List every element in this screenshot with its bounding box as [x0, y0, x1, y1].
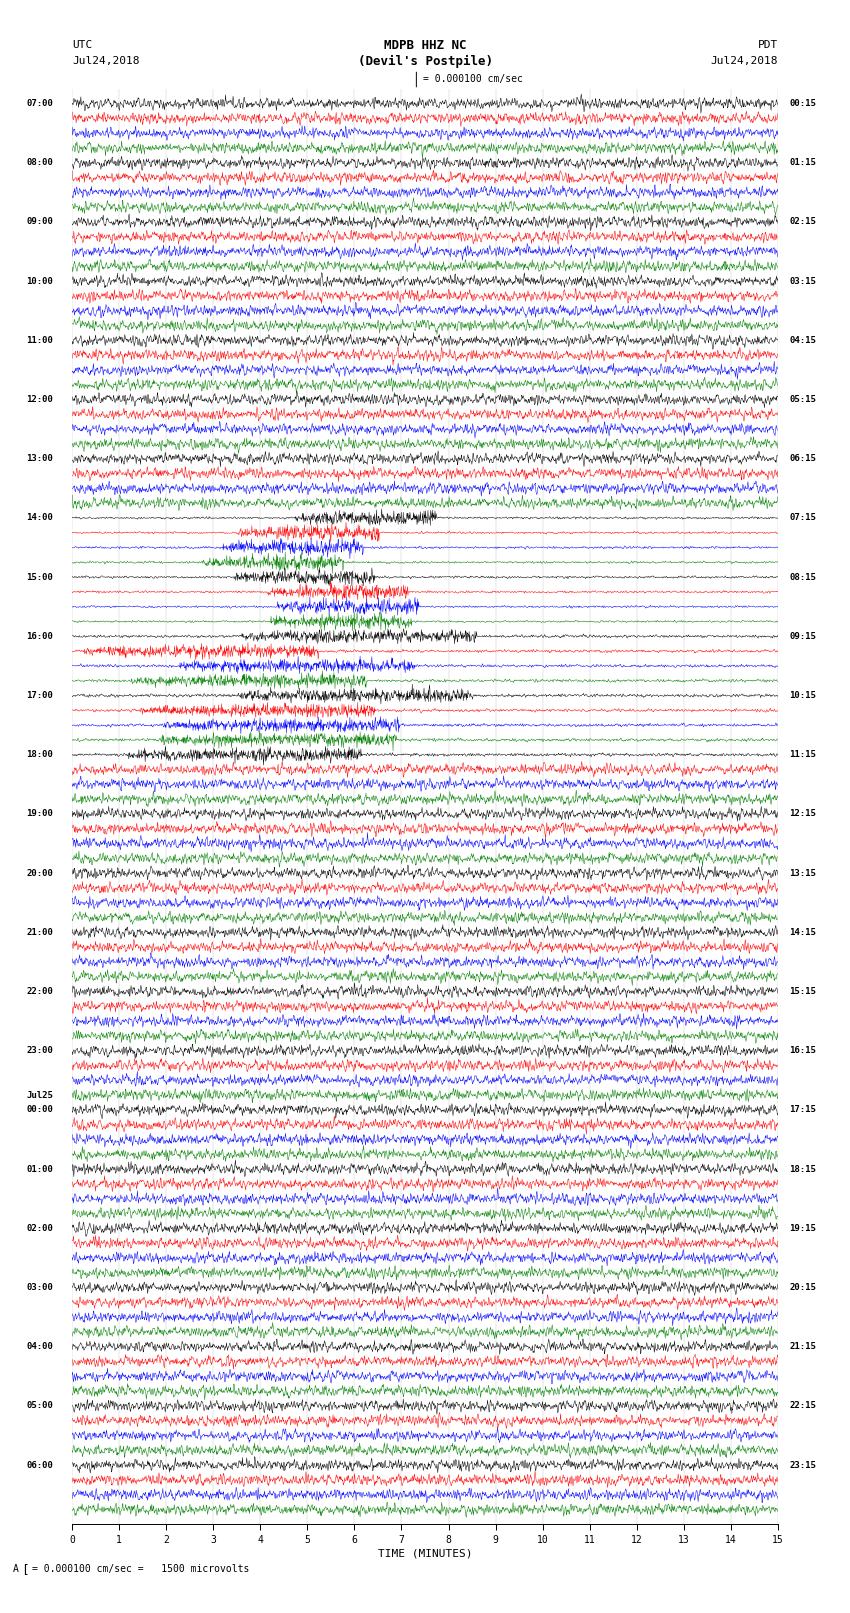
- Text: 18:15: 18:15: [790, 1165, 816, 1174]
- Text: 20:15: 20:15: [790, 1282, 816, 1292]
- Text: (Devil's Postpile): (Devil's Postpile): [358, 55, 492, 68]
- Text: ▏: ▏: [416, 71, 422, 87]
- Text: 06:00: 06:00: [26, 1461, 54, 1469]
- Text: 02:15: 02:15: [790, 218, 816, 226]
- Text: 20:00: 20:00: [26, 868, 54, 877]
- Text: 16:00: 16:00: [26, 632, 54, 640]
- Text: 13:00: 13:00: [26, 455, 54, 463]
- Text: 09:15: 09:15: [790, 632, 816, 640]
- Text: 00:00: 00:00: [26, 1105, 54, 1115]
- Text: 04:15: 04:15: [790, 336, 816, 345]
- Text: 16:15: 16:15: [790, 1047, 816, 1055]
- Text: UTC: UTC: [72, 40, 93, 50]
- Text: 18:00: 18:00: [26, 750, 54, 760]
- Text: 05:15: 05:15: [790, 395, 816, 403]
- Text: 15:15: 15:15: [790, 987, 816, 995]
- Text: 08:15: 08:15: [790, 573, 816, 582]
- Text: 03:00: 03:00: [26, 1282, 54, 1292]
- Text: 17:15: 17:15: [790, 1105, 816, 1115]
- Text: PDT: PDT: [757, 40, 778, 50]
- Text: 05:00: 05:00: [26, 1402, 54, 1410]
- Text: 11:15: 11:15: [790, 750, 816, 760]
- X-axis label: TIME (MINUTES): TIME (MINUTES): [377, 1548, 473, 1558]
- Text: Jul25: Jul25: [26, 1090, 54, 1100]
- Text: = 0.000100 cm/sec: = 0.000100 cm/sec: [423, 74, 523, 84]
- Text: 06:15: 06:15: [790, 455, 816, 463]
- Text: 14:00: 14:00: [26, 513, 54, 523]
- Text: 10:00: 10:00: [26, 276, 54, 286]
- Text: 21:00: 21:00: [26, 927, 54, 937]
- Text: 22:00: 22:00: [26, 987, 54, 995]
- Text: 02:00: 02:00: [26, 1224, 54, 1232]
- Text: 10:15: 10:15: [790, 690, 816, 700]
- Text: 09:00: 09:00: [26, 218, 54, 226]
- Text: = 0.000100 cm/sec =   1500 microvolts: = 0.000100 cm/sec = 1500 microvolts: [32, 1565, 250, 1574]
- Text: 00:15: 00:15: [790, 98, 816, 108]
- Text: 22:15: 22:15: [790, 1402, 816, 1410]
- Text: Jul24,2018: Jul24,2018: [711, 56, 778, 66]
- Text: 08:00: 08:00: [26, 158, 54, 168]
- Text: 21:15: 21:15: [790, 1342, 816, 1352]
- Text: 17:00: 17:00: [26, 690, 54, 700]
- Text: A: A: [13, 1565, 19, 1574]
- Text: Jul24,2018: Jul24,2018: [72, 56, 139, 66]
- Text: 07:15: 07:15: [790, 513, 816, 523]
- Text: 15:00: 15:00: [26, 573, 54, 582]
- Text: [: [: [21, 1563, 29, 1576]
- Text: 01:15: 01:15: [790, 158, 816, 168]
- Text: 11:00: 11:00: [26, 336, 54, 345]
- Text: MDPB HHZ NC: MDPB HHZ NC: [383, 39, 467, 52]
- Text: 07:00: 07:00: [26, 98, 54, 108]
- Text: 19:00: 19:00: [26, 810, 54, 818]
- Text: 01:00: 01:00: [26, 1165, 54, 1174]
- Text: 12:00: 12:00: [26, 395, 54, 403]
- Text: 04:00: 04:00: [26, 1342, 54, 1352]
- Text: 19:15: 19:15: [790, 1224, 816, 1232]
- Text: 14:15: 14:15: [790, 927, 816, 937]
- Text: 13:15: 13:15: [790, 868, 816, 877]
- Text: 23:15: 23:15: [790, 1461, 816, 1469]
- Text: 03:15: 03:15: [790, 276, 816, 286]
- Text: 23:00: 23:00: [26, 1047, 54, 1055]
- Text: 12:15: 12:15: [790, 810, 816, 818]
